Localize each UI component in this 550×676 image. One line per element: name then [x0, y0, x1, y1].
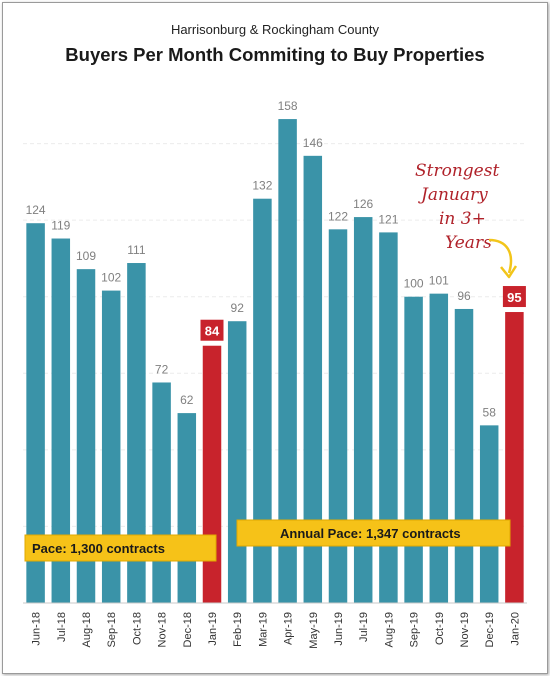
- x-tick-label-nov-19: Nov-19: [459, 612, 471, 647]
- value-label-may-19: 146: [303, 136, 323, 150]
- bar-feb-19: [227, 321, 247, 603]
- value-label-jan-19: 84: [205, 324, 220, 339]
- annotation-line-3: in 3+: [439, 209, 486, 229]
- value-label-apr-19: 158: [278, 99, 298, 113]
- x-tick-label-jun-19: Jun-19: [333, 612, 345, 646]
- x-tick-label-aug-18: Aug-18: [81, 612, 93, 647]
- value-label-nov-18: 72: [155, 362, 169, 376]
- value-label-sep-19: 100: [404, 277, 424, 291]
- value-badge-jan-20: [502, 286, 526, 308]
- bar-jun-19: [328, 229, 348, 603]
- x-tick-label-jul-18: Jul-18: [56, 612, 68, 642]
- x-tick-label-dec-18: Dec-18: [182, 612, 194, 647]
- pace-box-2018: Pace: 1,300 contracts: [24, 534, 217, 562]
- value-label-aug-19: 121: [378, 212, 398, 226]
- bar-jul-19: [353, 217, 373, 603]
- x-tick-label-dec-19: Dec-19: [484, 612, 496, 647]
- bar-may-19: [303, 155, 323, 603]
- bar-sep-19: [404, 296, 423, 603]
- x-tick-label-nov-18: Nov-18: [157, 612, 169, 647]
- x-tick-label-apr-19: Apr-19: [283, 612, 295, 645]
- pace-box-2018-bg: [24, 534, 217, 562]
- bar-aug-19: [379, 232, 398, 603]
- bar-jan-19: [202, 345, 222, 603]
- bar-jun-18: [26, 223, 45, 603]
- value-label-jan-20: 95: [507, 290, 521, 305]
- chart-subtitle: Harrisonburg & Rockingham County: [171, 22, 380, 37]
- x-tick-label-jun-18: Jun-18: [31, 612, 43, 646]
- x-tick-label-oct-18: Oct-18: [131, 612, 143, 645]
- x-tick-label-aug-19: Aug-19: [383, 612, 395, 647]
- bar-nov-19: [454, 308, 474, 603]
- x-tick-label-jan-20: Jan-20: [509, 612, 521, 646]
- value-label-jul-18: 119: [51, 219, 70, 233]
- chart-title: Buyers Per Month Commiting to Buy Proper…: [65, 44, 484, 65]
- bar-chart: Harrisonburg & Rockingham County Buyers …: [23, 22, 527, 649]
- x-tick-label-may-19: May-19: [308, 612, 320, 649]
- value-label-sep-18: 102: [101, 271, 121, 285]
- bar-mar-19: [253, 198, 272, 603]
- annotation-line-2: January: [418, 185, 488, 205]
- value-badge-jan-19: [200, 319, 224, 341]
- pace-box-2019-bg: [236, 519, 511, 547]
- annotation-arrow: [488, 238, 513, 274]
- bar-oct-19: [429, 293, 449, 603]
- value-label-mar-19: 132: [252, 179, 272, 193]
- pace-box-2019: Annual Pace: 1,347 contracts: [236, 519, 511, 547]
- value-label-jul-19: 126: [353, 197, 373, 211]
- pace-label-2019: Annual Pace: 1,347 contracts: [280, 526, 461, 541]
- x-tick-label-mar-19: Mar-19: [257, 612, 269, 647]
- bar-nov-18: [152, 382, 171, 603]
- bar-apr-19: [278, 119, 297, 603]
- x-tick-label-jan-19: Jan-19: [207, 612, 219, 646]
- x-tick-labels-group: Jun-18 Jul-18 Aug-18 Sep-18 Oct-18 Nov-18 Dec-…: [31, 612, 522, 649]
- bar-oct-18: [127, 263, 146, 603]
- x-tick-label-jul-19: Jul-19: [358, 612, 370, 642]
- annotation-arrow-head: [500, 265, 518, 279]
- value-label-aug-18: 109: [76, 249, 96, 263]
- bar-sep-18: [101, 290, 121, 603]
- bar-aug-18: [76, 269, 96, 603]
- x-tick-label-sep-19: Sep-19: [409, 612, 421, 647]
- value-label-oct-19: 101: [429, 274, 449, 288]
- annotation-group: Strongest January in 3+ Years: [415, 161, 518, 279]
- annotation-line-1: Strongest: [415, 161, 499, 181]
- bar-jul-18: [51, 238, 71, 603]
- value-label-dec-18: 62: [180, 393, 194, 407]
- bar-dec-19: [479, 425, 499, 603]
- pace-label-2018: Pace: 1,300 contracts: [32, 541, 165, 556]
- bar-dec-18: [177, 413, 197, 603]
- value-label-jun-19: 122: [328, 209, 348, 223]
- value-label-oct-18: 111: [127, 243, 146, 257]
- x-tick-label-sep-18: Sep-18: [106, 612, 118, 647]
- value-label-jun-18: 124: [26, 203, 46, 217]
- value-label-nov-19: 96: [457, 289, 471, 303]
- annotation-line-4: Years: [445, 233, 492, 253]
- value-labels-group: 124 119 109 102 111 72 62 84 92 132 158 146 122 126 12…: [26, 99, 526, 419]
- value-label-feb-19: 92: [231, 301, 245, 315]
- x-tick-label-feb-19: Feb-19: [232, 612, 244, 647]
- x-tick-label-oct-19: Oct-19: [434, 612, 446, 645]
- bar-jan-20: [505, 312, 524, 603]
- value-label-dec-19: 58: [483, 405, 497, 419]
